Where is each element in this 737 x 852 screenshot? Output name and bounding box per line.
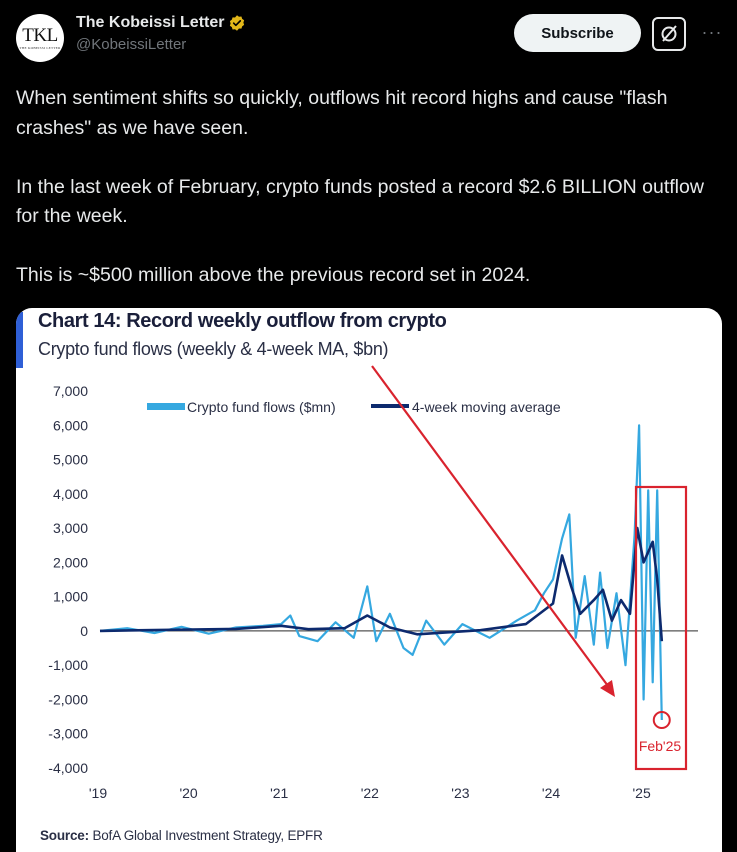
- x-tick-label: '22: [361, 785, 379, 801]
- title-accent-bar: [16, 312, 23, 368]
- source-label: Source:: [40, 828, 89, 843]
- y-tick-label: -4,000: [48, 760, 88, 776]
- annotation-box: [634, 485, 688, 771]
- annotation-label: Feb'25: [639, 738, 682, 754]
- grok-slash-icon: [661, 25, 677, 42]
- y-tick-label: 3,000: [53, 520, 88, 536]
- x-tick-label: '25: [633, 785, 651, 801]
- legend-swatch-ma: [371, 404, 409, 408]
- y-tick-label: 7,000: [53, 383, 88, 399]
- y-tick-label: 1,000: [53, 589, 88, 605]
- display-name-row[interactable]: The Kobeissi Letter: [76, 14, 246, 32]
- legend-swatch-weekly: [147, 403, 185, 410]
- tweet-paragraph: This is ~$500 million above the previous…: [16, 264, 531, 286]
- annotation-circle: [652, 711, 671, 730]
- avatar[interactable]: TKL THE KOBEISSI LETTER: [16, 14, 64, 62]
- avatar-logo-text: TKL: [22, 25, 58, 46]
- legend-label-weekly: Crypto fund flows ($mn): [187, 399, 336, 415]
- tweet-paragraph: When sentiment shifts so quickly, outflo…: [16, 87, 673, 139]
- avatar-logo-subtext: THE KOBEISSI LETTER: [19, 46, 61, 50]
- chart-source: Source: BofA Global Investment Strategy,…: [40, 828, 323, 843]
- display-name[interactable]: The Kobeissi Letter: [76, 14, 225, 31]
- tweet-header: TKL THE KOBEISSI LETTER The Kobeissi Let…: [16, 12, 721, 62]
- chart-image-card[interactable]: Chart 14: Record weekly outflow from cry…: [16, 308, 722, 852]
- author-block: The Kobeissi Letter @KobeissiLetter: [76, 14, 246, 53]
- tweet-text: When sentiment shifts so quickly, outflo…: [16, 84, 716, 291]
- y-tick-label: -2,000: [48, 691, 88, 707]
- handle[interactable]: @KobeissiLetter: [76, 36, 187, 53]
- y-tick-label: 6,000: [53, 417, 88, 433]
- x-tick-label: '20: [179, 785, 197, 801]
- x-tick-label: '19: [89, 785, 107, 801]
- weekly-flows-line: [99, 424, 663, 721]
- chart-subtitle: Crypto fund flows (weekly & 4-week MA, $…: [38, 339, 389, 359]
- y-tick-label: 0: [80, 623, 88, 639]
- annotation-arrow-line: [371, 365, 609, 687]
- more-options-icon[interactable]: ···: [701, 21, 723, 42]
- verified-badge-icon: [230, 15, 245, 31]
- moving-average-line: [99, 526, 664, 642]
- subscribe-button[interactable]: Subscribe: [514, 14, 641, 52]
- source-text: BofA Global Investment Strategy, EPFR: [92, 828, 323, 843]
- x-tick-label: '24: [542, 785, 560, 801]
- annotation-arrowhead: [600, 680, 615, 697]
- x-tick-label: '21: [270, 785, 288, 801]
- legend-label-ma: 4-week moving average: [412, 399, 561, 415]
- x-tick-label: '23: [451, 785, 469, 801]
- y-tick-label: 4,000: [53, 486, 88, 502]
- chart-plot: 7,000 6,000 5,000 4,000 3,000 2,000 1,000 0 -1,0…: [48, 365, 698, 801]
- chart-title: Chart 14: Record weekly outflow from cry…: [38, 310, 447, 332]
- y-tick-label: 2,000: [53, 554, 88, 570]
- y-tick-label: -1,000: [48, 657, 88, 673]
- tweet-paragraph: In the last week of February, crypto fun…: [16, 175, 710, 228]
- grok-icon[interactable]: [652, 17, 686, 51]
- y-tick-label: 5,000: [53, 452, 88, 468]
- y-tick-label: -3,000: [48, 726, 88, 742]
